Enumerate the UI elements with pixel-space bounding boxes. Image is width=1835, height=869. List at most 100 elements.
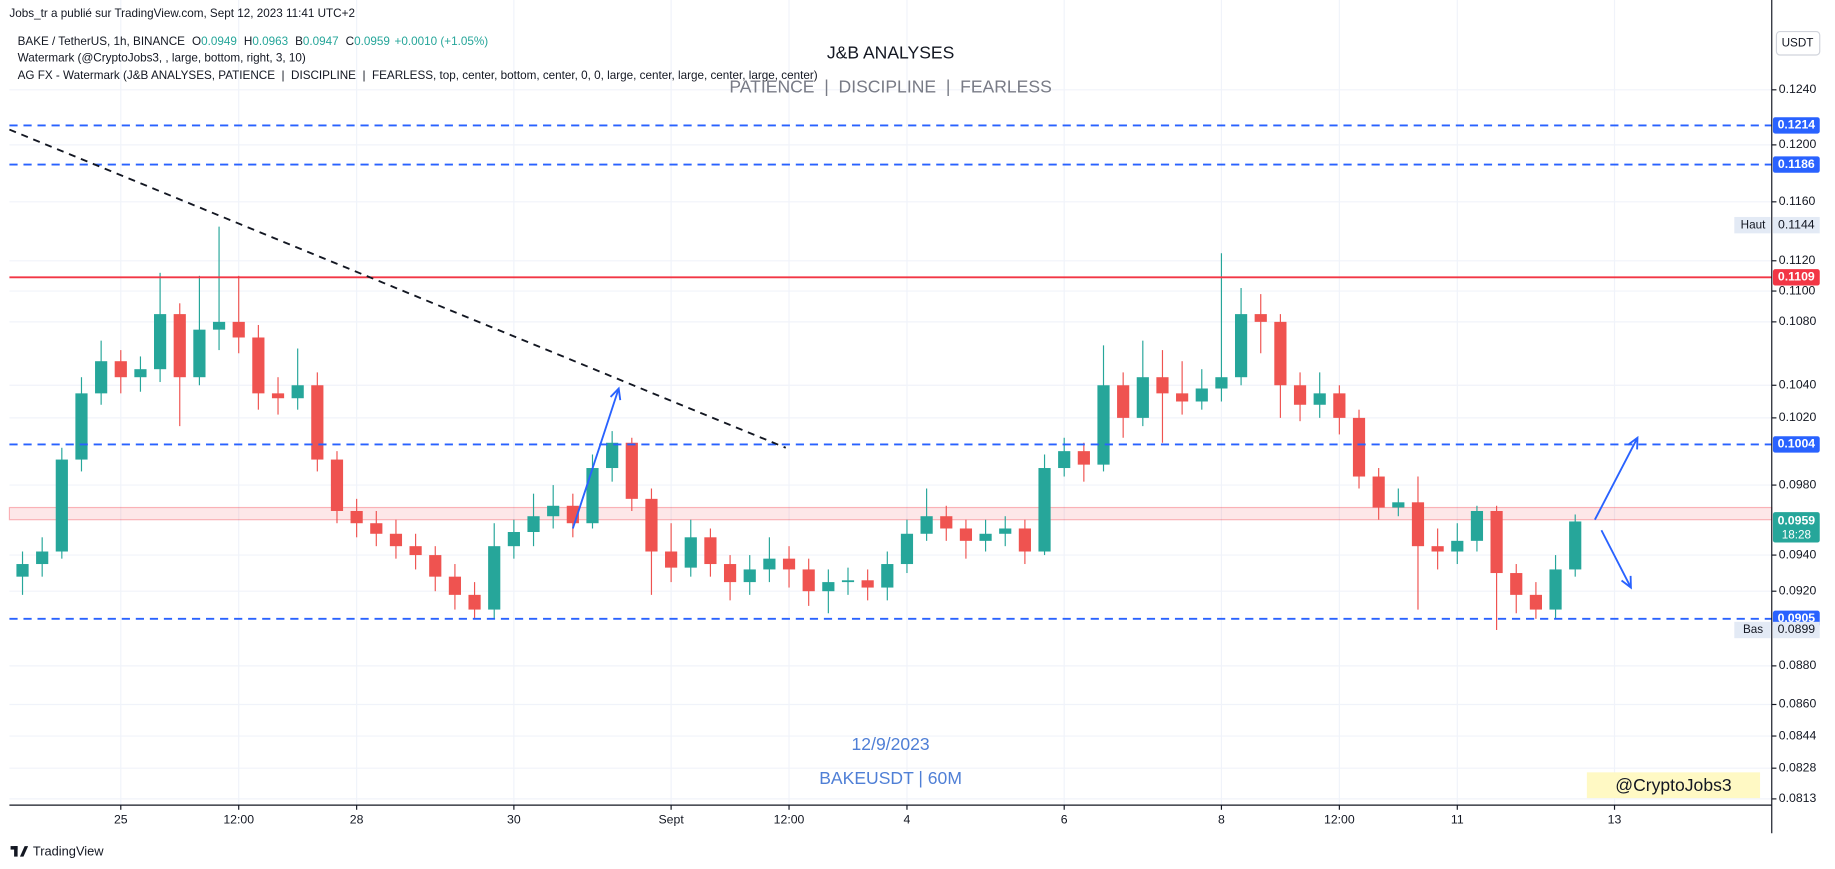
candle-body <box>271 393 285 399</box>
candle-body <box>134 369 147 378</box>
candle-body <box>468 594 481 610</box>
candle-body <box>527 516 540 533</box>
x-tick-label: 12:00 <box>223 813 254 827</box>
plot <box>8 124 1773 630</box>
candle-body <box>1392 502 1405 508</box>
ohlc-value: 0.0963 <box>252 35 288 48</box>
candle-body <box>999 528 1012 534</box>
candle-body <box>861 580 874 588</box>
currency-box[interactable] <box>1775 31 1821 56</box>
y-tick-label: 0.1240 <box>1779 82 1817 96</box>
candle-body <box>1490 510 1503 574</box>
y-tick-label: 0.0880 <box>1779 658 1817 672</box>
candle-body <box>173 314 186 378</box>
arrow-head <box>1620 575 1632 590</box>
y-tick-label: 0.1100 <box>1779 283 1816 297</box>
level-label: 0.0905 <box>1778 611 1816 625</box>
watermark-pair: BAKEUSDT | 60M <box>819 768 962 788</box>
watermark-handle: @CryptoJobs3 <box>1615 775 1731 795</box>
candle-body <box>1254 314 1267 322</box>
handle-box <box>1586 772 1761 799</box>
candle-body <box>154 314 167 370</box>
candle-body <box>1333 393 1346 418</box>
candle-body <box>704 537 717 565</box>
haut-label: 0.1144 <box>1778 217 1815 231</box>
candle-body <box>429 555 442 577</box>
ohlc-label: B <box>295 35 303 48</box>
x-tick-label: 30 <box>507 813 521 827</box>
ohlc-value: 0.0947 <box>303 35 339 48</box>
arrow <box>1600 529 1632 588</box>
bas-text: Bas <box>1743 623 1763 636</box>
axis: 0.1240 0.1200 0.1160 0.1120 0.1100 0.1080 0.10… <box>114 82 1820 827</box>
candle-body <box>1077 451 1090 465</box>
candle-body <box>330 459 344 511</box>
candle-body <box>95 361 108 394</box>
currency[interactable]: USDT <box>1782 36 1814 49</box>
candle-body <box>1451 540 1464 552</box>
y-tick-label: 0.1160 <box>1779 194 1816 208</box>
y-tick-label: 0.1200 <box>1779 137 1817 151</box>
candle-body <box>920 516 933 534</box>
candle-body <box>507 532 520 547</box>
level-badge <box>1772 269 1820 286</box>
candle-body <box>802 569 815 592</box>
candle-body <box>723 564 737 583</box>
tv-logo <box>10 846 29 857</box>
trendline <box>9 128 787 449</box>
x-tick-label: 13 <box>1608 813 1622 827</box>
bas-label: 0.0899 <box>1778 622 1816 636</box>
indicator: Watermark (@CryptoJobs3, , large, bottom… <box>18 52 306 65</box>
candle-body <box>1569 521 1582 570</box>
arrow <box>571 388 620 529</box>
candle-body <box>75 393 88 460</box>
candle-body <box>979 533 992 541</box>
candle-body <box>1156 377 1169 394</box>
y-tick-label: 0.1040 <box>1779 378 1817 392</box>
watermark-title: J&B ANALYSES <box>827 42 954 62</box>
arrow <box>1594 437 1639 521</box>
candle-body <box>1529 594 1542 610</box>
ohlc-value: 0.0959 <box>354 35 390 48</box>
publisher: Jobs_tr a publié sur TradingView.com, Se… <box>9 7 355 20</box>
candle-body <box>389 533 403 547</box>
candle-body <box>1549 569 1562 610</box>
ohlc-value: 0.0949 <box>201 35 237 48</box>
x-tick-label: 4 <box>904 813 911 827</box>
candle-body <box>232 321 245 338</box>
candle-body <box>1274 321 1287 386</box>
candle-body <box>763 558 776 570</box>
candle-body <box>1018 528 1031 552</box>
candle-body <box>1352 417 1366 477</box>
candle-body <box>1176 393 1189 402</box>
candle-body <box>1097 385 1110 465</box>
y-tick-label: 0.0828 <box>1779 760 1817 774</box>
y-tick-label: 0.1120 <box>1779 253 1816 267</box>
candle-body <box>822 582 835 592</box>
x-tick-label: 6 <box>1061 813 1068 827</box>
y-tick-label: 0.0813 <box>1779 791 1817 805</box>
candle-body <box>252 337 265 394</box>
symbol-legend: BAKE / TetherUS, 1h, BINANCE O0.0949 H0.09… <box>18 35 489 48</box>
candle-body <box>684 537 697 568</box>
candle-body <box>1234 314 1248 378</box>
candle-body <box>370 523 383 534</box>
candle-body <box>547 505 560 517</box>
arrow-head <box>1627 435 1639 450</box>
candle-body <box>409 546 422 556</box>
bas-tag <box>1734 621 1771 639</box>
current-price-badge <box>1772 512 1820 543</box>
y-tick-label: 0.0980 <box>1779 477 1817 491</box>
candle-body <box>1313 393 1326 405</box>
candle-body <box>1470 510 1484 541</box>
candle-body <box>625 442 638 499</box>
y-tick-label: 0.1020 <box>1779 410 1817 424</box>
candle-body <box>1293 385 1307 405</box>
level-label: 0.1186 <box>1778 157 1815 171</box>
y-tick-label: 0.0844 <box>1779 728 1817 742</box>
level-badge <box>1772 436 1820 453</box>
y-tick-label: 0.0940 <box>1779 547 1817 561</box>
candle-body <box>743 569 756 583</box>
x-tick-label: 25 <box>114 813 128 827</box>
